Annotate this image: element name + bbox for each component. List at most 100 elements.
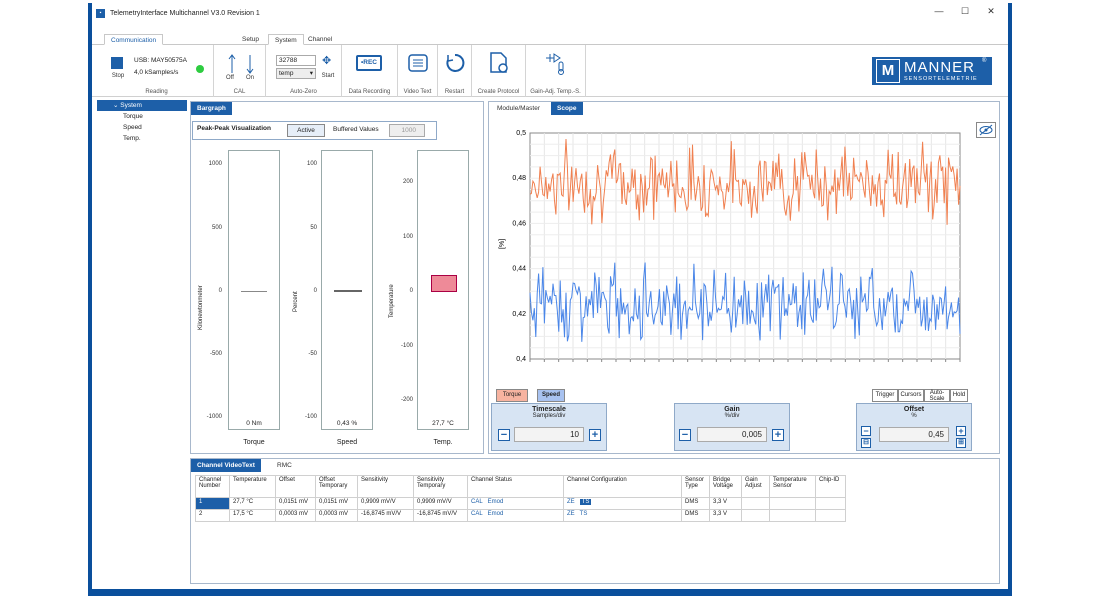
cal-group: Off On CAL xyxy=(214,45,266,97)
status-emod-link[interactable]: Emod xyxy=(487,511,504,517)
offset-plus-fine-button[interactable]: ⊞ xyxy=(956,438,966,448)
speed-tick: 0 xyxy=(313,288,317,294)
cell-channel-number[interactable]: 1 xyxy=(195,497,230,510)
logo-sub: SENSORTELEMETRIE xyxy=(904,76,978,82)
timescale-input[interactable]: 10 xyxy=(514,427,584,442)
speed-axis-label: Percent xyxy=(293,291,299,312)
reading-group: Stop USB: MAY50575A 4,0 kSamples/s Readi… xyxy=(100,45,214,97)
col-offset: Offset xyxy=(275,475,316,498)
buffered-input[interactable]: 1000 xyxy=(389,124,425,137)
bar-torque-name: Torque xyxy=(243,439,265,446)
config-ze-link[interactable]: ZE xyxy=(567,499,575,505)
torque-tick: -1000 xyxy=(206,414,222,420)
data-recording-label: Data Recording xyxy=(348,89,391,95)
col-bridge-voltage: Bridge Voltage xyxy=(709,475,742,498)
legend-torque-button[interactable]: Torque xyxy=(496,389,528,402)
trigger-button[interactable]: Trigger xyxy=(872,389,898,402)
timescale-minus-button[interactable]: − xyxy=(498,429,510,441)
config-ts-link[interactable]: TS xyxy=(579,511,588,517)
create-protocol-label: Create Protocol xyxy=(477,89,520,95)
offset-plus-button[interactable]: + xyxy=(956,426,966,436)
tab-bargraph[interactable]: Bargraph xyxy=(191,102,232,115)
stop-button[interactable]: Stop xyxy=(111,73,125,79)
hold-button[interactable]: Hold xyxy=(950,389,968,402)
cal-arrows-icon xyxy=(228,54,254,74)
offset-control: Offset % − ⊟ 0,45 + ⊞ xyxy=(856,403,972,451)
autozero-group: 32788 temp ▾ ✥ Start Auto-Zero xyxy=(266,45,342,97)
status-led-icon xyxy=(196,65,204,73)
cal-off-button[interactable]: Off xyxy=(226,75,234,81)
close-button[interactable]: ✕ xyxy=(987,6,995,16)
tab-channel[interactable]: Channel xyxy=(308,36,333,43)
col-sensitivity: Sensitivity xyxy=(357,475,414,498)
offset-title: Offset xyxy=(903,406,925,413)
legend-speed-button[interactable]: Speed xyxy=(537,389,565,402)
cell-channel-configuration: ZE TS xyxy=(563,497,682,510)
config-ts-toggle[interactable]: TS xyxy=(579,499,592,505)
maximize-button[interactable]: ☐ xyxy=(960,6,970,16)
minimize-button[interactable]: — xyxy=(934,6,944,16)
tree-item-temp[interactable]: Temp. xyxy=(123,135,141,142)
table-row[interactable]: 1 27,7 °C 0,0151 mV 0,0151 mV 0,9909 mV/… xyxy=(195,497,846,510)
offset-minus-button[interactable]: − xyxy=(861,426,871,436)
data-recording-group[interactable]: •REC Data Recording xyxy=(342,45,398,97)
cell-offset: 0,0003 mV xyxy=(275,509,316,522)
video-text-group[interactable]: Video Text xyxy=(398,45,438,97)
tab-setup[interactable]: Setup xyxy=(242,36,259,43)
offset-minus-fine-button[interactable]: ⊟ xyxy=(861,438,871,448)
temp-tick: -100 xyxy=(400,343,413,349)
gain-unit: %/div xyxy=(724,413,740,419)
gain-title: Gain xyxy=(724,406,740,413)
stop-icon[interactable] xyxy=(111,57,123,69)
cursors-button[interactable]: Cursors xyxy=(898,389,924,402)
torque-axis-label: Kilonewtonmeter xyxy=(198,285,204,330)
table-header-row: Channel Number Temperature Offset Offset… xyxy=(195,475,846,498)
tab-channel-videotext[interactable]: Channel VideoText xyxy=(191,459,261,472)
hide-chart-button[interactable] xyxy=(976,122,996,138)
temp-tick: 200 xyxy=(402,179,413,185)
gain-minus-button[interactable]: − xyxy=(679,429,691,441)
scope-y-label: [%] xyxy=(499,239,506,249)
config-ze-link[interactable]: ZE xyxy=(567,511,575,517)
status-cal-link[interactable]: CAL xyxy=(471,499,483,505)
gain-plus-button[interactable]: + xyxy=(772,429,784,441)
gain-input[interactable]: 0,005 xyxy=(697,427,767,442)
tree-item-speed[interactable]: Speed xyxy=(123,124,142,131)
scope-y-tick: 0,44 xyxy=(512,266,526,273)
tree-item-system-label: System xyxy=(120,102,142,109)
gain-adj-group[interactable]: Gain-Adj. Temp.-S. xyxy=(526,45,586,97)
autozero-value-field[interactable]: 32788 xyxy=(276,55,316,66)
status-emod-link[interactable]: Emod xyxy=(487,499,504,505)
active-button[interactable]: Active xyxy=(287,124,325,137)
cal-on-button[interactable]: On xyxy=(245,75,254,81)
restart-label: Restart xyxy=(444,89,465,95)
create-protocol-group[interactable]: Create Protocol xyxy=(472,45,526,97)
tree-sidebar: ⌄ System Torque Speed Temp. xyxy=(97,100,187,585)
table-row[interactable]: 2 17,5 °C 0,0003 mV 0,0003 mV -16,8745 m… xyxy=(195,509,846,522)
gain-control: Gain %/div − 0,005 + xyxy=(674,403,790,451)
timescale-plus-button[interactable]: + xyxy=(589,429,601,441)
col-temperature: Temperature xyxy=(229,475,276,498)
temp-tick: 100 xyxy=(402,234,413,240)
tab-scope[interactable]: Scope xyxy=(551,102,583,115)
col-offset-temporary: Offset Temporary xyxy=(315,475,358,498)
autozero-start-button[interactable]: Start xyxy=(321,73,335,79)
tree-item-system[interactable]: ⌄ System xyxy=(97,100,187,111)
autozero-mode-select[interactable]: temp ▾ xyxy=(276,68,316,79)
tab-rmc[interactable]: RMC xyxy=(277,462,292,469)
torque-tick: -500 xyxy=(209,351,222,357)
autoscale-button[interactable]: Auto-Scale xyxy=(924,389,950,402)
cell-channel-number[interactable]: 2 xyxy=(195,509,230,522)
status-cal-link[interactable]: CAL xyxy=(471,511,483,517)
tab-system[interactable]: System xyxy=(268,34,304,45)
bar-speed-level xyxy=(334,290,362,292)
offset-input[interactable]: 0,45 xyxy=(879,427,949,442)
bar-speed-name: Speed xyxy=(336,439,358,446)
tab-communication[interactable]: Communication xyxy=(104,34,164,45)
tab-module-master[interactable]: Module/Master xyxy=(497,105,540,112)
crosshair-icon[interactable]: ✥ xyxy=(322,55,332,67)
bar-torque-value: 0 Nm xyxy=(246,420,262,427)
tree-item-torque[interactable]: Torque xyxy=(123,113,143,120)
restart-group[interactable]: Restart xyxy=(438,45,472,97)
speed-tick: 100 xyxy=(306,161,317,167)
